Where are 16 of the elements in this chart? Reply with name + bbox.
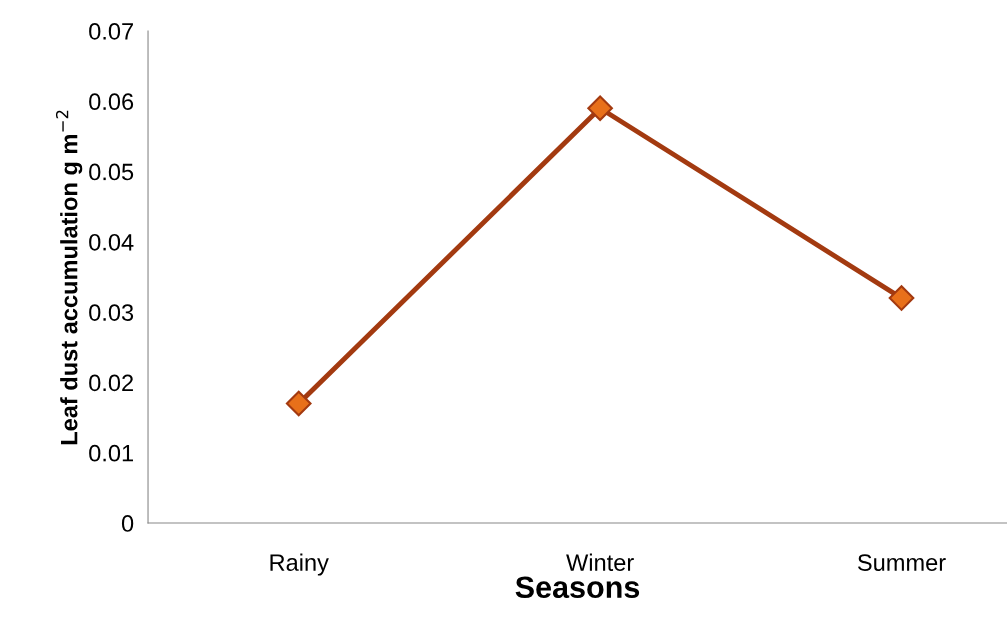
x-tick-label: Rainy [270, 553, 329, 576]
y-tick-label: 0.07 [89, 23, 133, 40]
y-tick-label: 0.03 [89, 304, 134, 321]
x-tick-label: Summer [857, 554, 946, 571]
x-tick-label: Winter [566, 553, 634, 571]
y-tick-label: 0.05 [89, 163, 134, 181]
point [285, 390, 312, 417]
point [587, 95, 613, 122]
y-tick-label: 0 [121, 515, 134, 532]
y-tick-label: 0.06 [89, 93, 134, 111]
y-axis-title: Leaf dust accumulation g m$^{−2}$ [55, 110, 83, 445]
x-axis-title: Seasons [515, 576, 640, 599]
y-tick-label: 0.01 [89, 444, 133, 462]
y-tick-label: 0.02 [89, 374, 133, 392]
point [888, 285, 915, 311]
y-tick-label: 0.04 [89, 233, 134, 251]
